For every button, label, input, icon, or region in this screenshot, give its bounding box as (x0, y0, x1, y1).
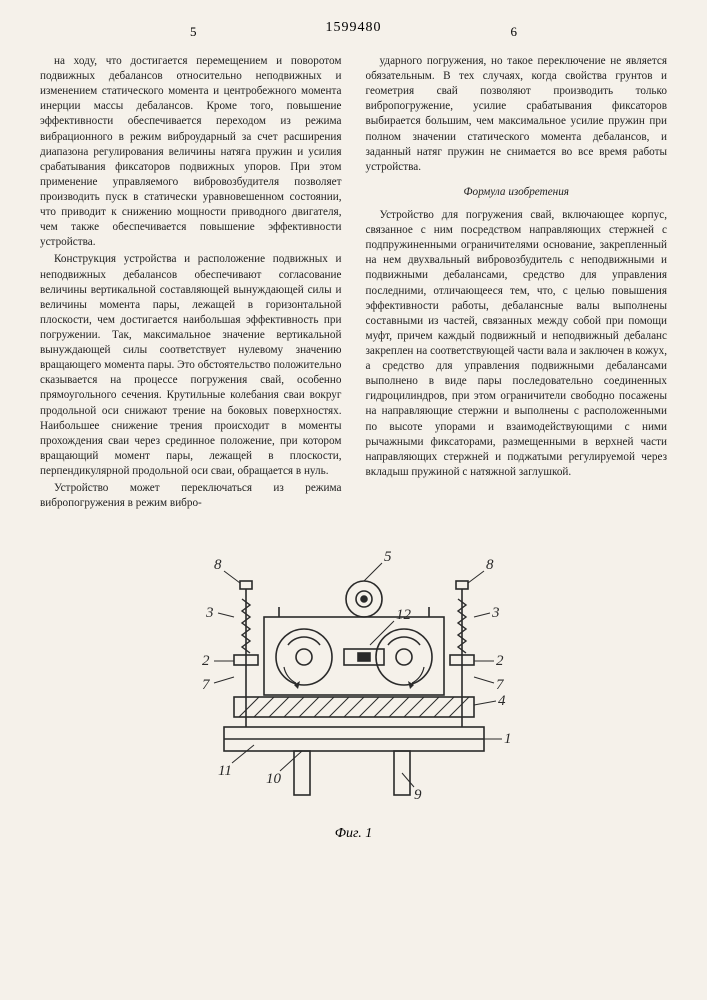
col-num-right: 6 (511, 24, 518, 40)
fig-label-4: 4 (498, 693, 506, 709)
left-column: на ходу, что достигается перемещением и … (40, 54, 342, 513)
text-columns: на ходу, что достигается перемещением и … (40, 54, 667, 513)
fig-label-2r: 2 (496, 653, 504, 669)
left-para-3: Устройство может переключаться из режима… (40, 481, 342, 511)
fig-label-7l: 7 (202, 677, 211, 693)
fig-label-12: 12 (396, 607, 412, 623)
fig-label-1: 1 (504, 731, 512, 747)
fig-label-3r: 3 (491, 605, 500, 621)
right-para-2: Устройство для погружения свай, включающ… (366, 208, 668, 480)
col-num-left: 5 (190, 24, 197, 40)
figure-1: 5 8 8 3 3 2 2 7 7 4 1 12 10 9 11 Фиг. 1 (40, 527, 667, 842)
figure-caption: Фиг. 1 (40, 826, 667, 842)
fig-label-5: 5 (384, 549, 392, 565)
patent-number: 1599480 (40, 20, 667, 36)
fig-label-2l: 2 (202, 653, 210, 669)
fig-label-11: 11 (218, 763, 232, 779)
fig-label-10: 10 (266, 771, 282, 787)
fig-label-8r: 8 (486, 557, 494, 573)
left-para-2: Конструкция устройства и расположение по… (40, 252, 342, 479)
fig-label-9: 9 (414, 787, 422, 803)
fig-label-8l: 8 (214, 557, 222, 573)
right-column: ударного погружения, но такое переключен… (366, 54, 668, 513)
right-para-1: ударного погружения, но такое переключен… (366, 54, 668, 175)
left-para-1: на ходу, что достигается перемещением и … (40, 54, 342, 250)
figure-svg: 5 8 8 3 3 2 2 7 7 4 1 12 10 9 11 (184, 527, 524, 817)
fig-label-3l: 3 (205, 605, 214, 621)
formula-title: Формула изобретения (366, 185, 668, 200)
fig-label-7r: 7 (496, 677, 505, 693)
